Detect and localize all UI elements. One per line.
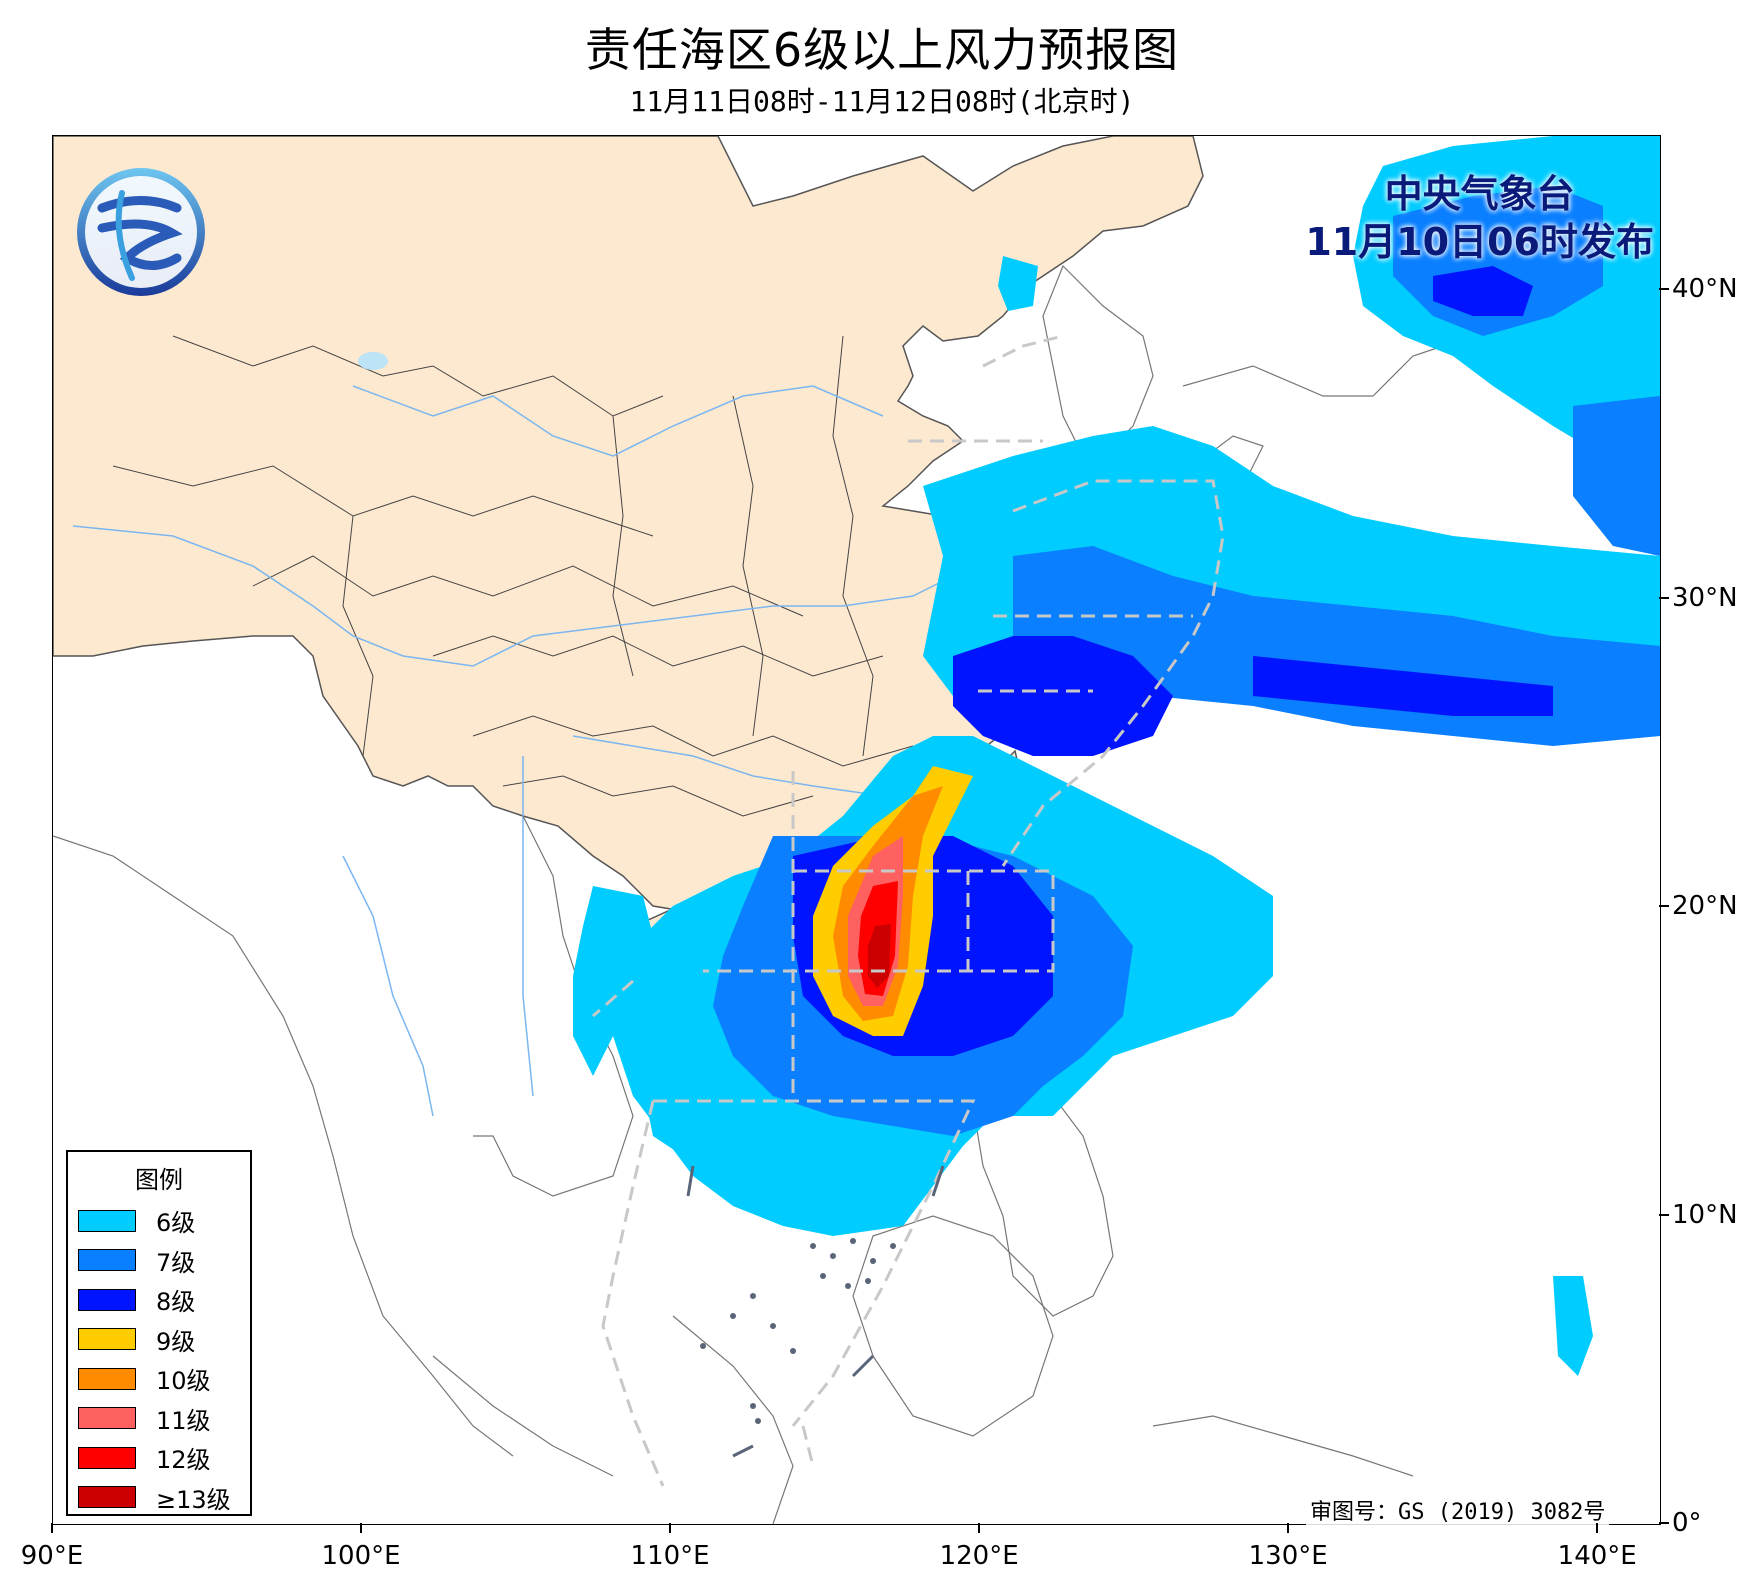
south-china-sea-islands <box>700 1238 896 1424</box>
latitude-tick-label: 0° <box>1672 1508 1702 1538</box>
legend-label: 12级 <box>156 1446 211 1475</box>
legend-swatch <box>78 1486 136 1509</box>
longitude-tick-mark <box>669 1523 672 1533</box>
legend-label: 9级 <box>156 1327 196 1356</box>
legend-label: 8级 <box>156 1288 196 1317</box>
longitude-tick-label: 130°E <box>1248 1541 1328 1571</box>
legend-item: 6级 <box>68 1201 250 1241</box>
legend-title: 图例 <box>135 1166 183 1194</box>
map-canvas <box>53 136 1660 1524</box>
legend-swatch <box>78 1407 136 1430</box>
longitude-tick-mark <box>1287 1523 1290 1533</box>
longitude-tick-label: 110°E <box>630 1541 710 1571</box>
latitude-tick-mark <box>1659 905 1669 908</box>
longitude-tick-mark <box>978 1523 981 1533</box>
latitude-tick-label: 20°N <box>1672 891 1738 922</box>
legend-item: 9级 <box>68 1320 250 1360</box>
legend-label: 6级 <box>156 1209 196 1238</box>
legend-swatch <box>78 1249 136 1272</box>
longitude-tick-label: 100°E <box>321 1541 401 1571</box>
issuer-stamp: 中央气象台 11月10日06时发布 <box>1305 170 1654 266</box>
legend-swatch <box>78 1209 136 1232</box>
legend-swatch <box>78 1446 136 1469</box>
legend-label: 10级 <box>156 1367 211 1396</box>
legend-item: 11级 <box>68 1399 250 1439</box>
legend-item: 7级 <box>68 1241 250 1281</box>
latitude-tick-mark <box>1659 1522 1669 1524</box>
page-title: 责任海区6级以上风力预报图 <box>584 23 1180 77</box>
province-borders <box>112 335 914 817</box>
responsibility-zones <box>592 334 1225 1487</box>
latitude-tick-label: 30°N <box>1672 582 1738 613</box>
legend: 图例 6级 7级 8级 9级 10级 11级 12级 ≥13级 <box>66 1150 252 1516</box>
legend-rows: 6级 7级 8级 9级 10级 11级 12级 ≥13级 <box>68 1201 250 1517</box>
legend-label: 7级 <box>156 1248 196 1277</box>
longitude-tick-label: 140°E <box>1557 1541 1637 1571</box>
legend-item: ≥13级 <box>68 1478 250 1518</box>
cma-logo <box>77 168 205 296</box>
longitude-tick-label: 120°E <box>939 1541 1019 1571</box>
longitude-tick-mark <box>360 1523 363 1533</box>
longitude-tick-label: 90°E <box>20 1541 84 1571</box>
forecast-period: 11月11日08时-11月12日08时(北京时) <box>629 85 1135 118</box>
latitude-tick-label: 40°N <box>1672 274 1738 305</box>
nine-dash-marks <box>686 1165 945 1458</box>
legend-item: 12级 <box>68 1438 250 1478</box>
longitude-tick-mark <box>1596 1523 1599 1533</box>
legend-swatch <box>78 1367 136 1390</box>
latitude-tick-mark <box>1659 1213 1669 1216</box>
wind-forecast-map <box>52 135 1661 1525</box>
latitude-tick-label: 10°N <box>1672 1199 1738 1230</box>
latitude-tick-mark <box>1659 596 1669 599</box>
legend-label: 11级 <box>156 1406 211 1435</box>
legend-item: 10级 <box>68 1359 250 1399</box>
legend-item: 8级 <box>68 1280 250 1320</box>
latitude-tick-mark <box>1659 288 1669 291</box>
legend-label: ≥13级 <box>156 1485 231 1514</box>
issuer-name: 中央气象台 <box>1384 172 1575 216</box>
legend-swatch <box>78 1288 136 1311</box>
map-approval-number: 审图号：GS (2019) 3082号 <box>1306 1494 1610 1526</box>
longitude-tick-mark <box>51 1523 53 1533</box>
qinghai-lake <box>358 352 388 370</box>
issue-time: 11月10日06时发布 <box>1305 220 1654 264</box>
rivers <box>72 385 954 1117</box>
legend-swatch <box>78 1328 136 1351</box>
